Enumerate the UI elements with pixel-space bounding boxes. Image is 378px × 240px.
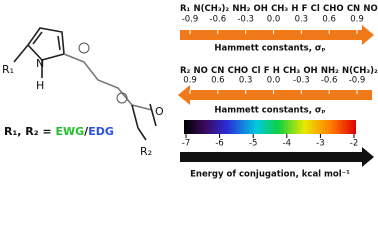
substituent: Cl xyxy=(311,4,320,14)
carbonyl xyxy=(131,103,157,129)
tick-label: 0.9 xyxy=(183,76,197,86)
arrow-right xyxy=(180,25,374,45)
substituent: CN xyxy=(347,4,360,14)
substituent: CHO xyxy=(228,66,249,76)
axis-label: Hammett constants, σₚ xyxy=(214,44,325,54)
substituent: OH xyxy=(254,4,268,14)
double-bonds xyxy=(32,31,61,51)
r1-label: R₁ xyxy=(2,63,14,76)
substituent: NO xyxy=(363,4,377,14)
tick-label: -0.6 xyxy=(210,15,227,25)
tick-label: 0.6 xyxy=(211,76,225,86)
tick-label: -0.3 xyxy=(293,76,310,86)
color-bar xyxy=(184,120,356,134)
tick-label: -5 xyxy=(249,139,257,149)
tick-label: -4 xyxy=(283,139,291,149)
tick-label: 0.3 xyxy=(295,15,309,25)
tick-label: 0.6 xyxy=(322,15,336,25)
substituent-row: R₁ N(CH₃)₂ NH₂ OH CH₃ H F Cl CHO CN NO xyxy=(180,4,378,14)
substituent: NH₂ xyxy=(321,66,339,76)
axis-label: Energy of conjugation, kcal mol⁻¹ xyxy=(190,170,350,180)
scissors xyxy=(116,92,128,104)
substituent: OH xyxy=(303,66,317,76)
substituent: CH₃ xyxy=(271,4,288,14)
tick-label: 0.0 xyxy=(267,76,281,86)
tick-label: 0.3 xyxy=(239,76,253,86)
substituent-row: R₂ NO CN CHO Cl F H CH₃ OH NH₂ N(CH₃)₂ xyxy=(180,66,378,76)
h-label: H xyxy=(36,79,44,92)
substituent: R₂ xyxy=(180,66,191,76)
pyrrole-ring xyxy=(26,27,65,61)
molecule xyxy=(13,27,157,141)
scissors xyxy=(78,42,90,54)
tick-label: -0.9 xyxy=(349,76,366,86)
substituent: Cl xyxy=(251,66,260,76)
r2-bond xyxy=(137,127,147,141)
note-slash: / xyxy=(84,125,89,138)
arrow-black xyxy=(180,147,374,167)
figure: R₁ N H O R₂ R₁, R₂ = EWG/EDG R₁ N(CH₃)₂ NH… xyxy=(2,4,378,180)
note-edg: EDG xyxy=(88,125,114,138)
o-label: O xyxy=(155,105,164,118)
note-ewg: EWG xyxy=(55,125,84,138)
tick-label: -2 xyxy=(350,139,358,149)
substituent: H xyxy=(273,66,280,76)
r1-bond xyxy=(13,44,29,63)
tick-label: -6 xyxy=(215,139,223,149)
substituent: N(CH₃)₂ xyxy=(193,4,229,14)
substituent: H xyxy=(291,4,298,14)
substituent: F xyxy=(302,4,308,14)
substituent: N(CH₃)₂ xyxy=(342,66,378,76)
note-prefix: R₁, R₂ = xyxy=(4,125,55,138)
tick-label: -7 xyxy=(182,139,190,149)
tick-label: -0.9 xyxy=(182,15,199,25)
axis-label: Hammett constants, σₚ xyxy=(214,106,325,116)
substituent: NO xyxy=(193,66,207,76)
substituent: F xyxy=(264,66,270,76)
r2-label: R₂ xyxy=(140,145,152,158)
substituent: CN xyxy=(211,66,224,76)
substituent: NH₂ xyxy=(232,4,250,14)
arrow-left xyxy=(178,85,372,105)
substituent: CH₃ xyxy=(283,66,300,76)
tick-label: -0.3 xyxy=(237,15,254,25)
tick-label: 0.0 xyxy=(267,15,281,25)
tick-label: -3 xyxy=(316,139,324,149)
chain xyxy=(63,53,153,111)
tick-label: 0.9 xyxy=(350,15,364,25)
tick-label: -0.6 xyxy=(321,76,338,86)
substituent: CHO xyxy=(323,4,344,14)
substituent-note: R₁, R₂ = EWG/EDG xyxy=(4,125,114,138)
scales: R₁ N(CH₃)₂ NH₂ OH CH₃ H F Cl CHO CN NO-0.9 -0.6 -0.3… xyxy=(180,4,378,180)
n-label: N xyxy=(36,57,44,70)
substituent: R₁ xyxy=(180,4,191,14)
